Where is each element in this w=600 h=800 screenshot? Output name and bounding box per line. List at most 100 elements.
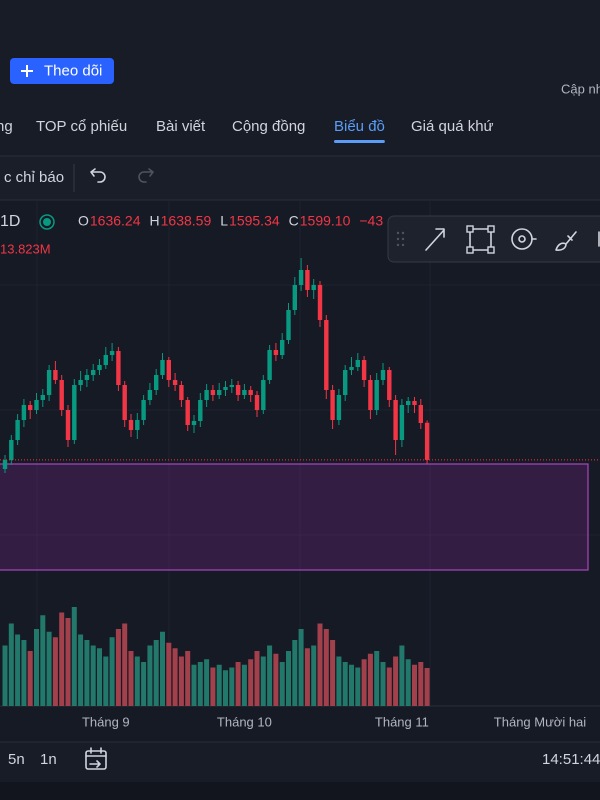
tab[interactable]: Cộng đồng bbox=[232, 118, 305, 135]
candle-body bbox=[59, 380, 64, 410]
candle-body bbox=[210, 390, 216, 395]
volume-bar bbox=[254, 651, 260, 706]
candle-body bbox=[317, 285, 323, 320]
volume-bar bbox=[304, 648, 310, 706]
candle-body bbox=[78, 380, 83, 385]
candle-body bbox=[298, 270, 304, 285]
drag-handle[interactable] bbox=[396, 231, 405, 247]
candle-body bbox=[412, 401, 417, 405]
candle-body bbox=[204, 390, 209, 400]
candle-body bbox=[28, 405, 33, 410]
drawn-rectangle[interactable] bbox=[0, 463, 589, 571]
range-button[interactable]: 1n bbox=[40, 751, 57, 768]
tab[interactable]: Biểu đồ bbox=[334, 118, 385, 135]
candle-body bbox=[53, 370, 58, 380]
volume-bar bbox=[210, 667, 216, 706]
candle-body bbox=[46, 370, 52, 395]
range-button[interactable]: 5n bbox=[8, 751, 25, 768]
candle-body bbox=[2, 460, 8, 469]
candle-body bbox=[406, 401, 411, 405]
volume-bar bbox=[342, 662, 348, 706]
candle-body bbox=[128, 420, 134, 430]
candle-body bbox=[223, 387, 228, 390]
candle-body bbox=[34, 400, 39, 410]
volume-bar bbox=[153, 640, 159, 706]
volume-bar bbox=[386, 667, 392, 706]
candle-body bbox=[305, 270, 310, 290]
range-buttons: 5n 1n bbox=[8, 751, 57, 768]
volume-bar bbox=[2, 645, 8, 706]
volume-legend: 13.823M bbox=[0, 241, 51, 256]
indicators-button[interactable]: c chỉ báo bbox=[4, 169, 64, 186]
candle-body bbox=[166, 360, 171, 380]
button-label: Theo dõi bbox=[44, 62, 102, 79]
volume-bar bbox=[109, 637, 115, 706]
volume-bar bbox=[424, 667, 430, 706]
candle-body bbox=[424, 422, 430, 460]
volume-bar bbox=[8, 623, 14, 706]
volume-bar bbox=[128, 651, 134, 706]
volume-bar bbox=[223, 670, 228, 706]
active-tab-underline bbox=[334, 140, 385, 143]
tab[interactable]: Bài viết bbox=[156, 118, 206, 135]
volume-bar bbox=[191, 664, 197, 706]
candle-body bbox=[179, 385, 184, 400]
candle-body bbox=[368, 380, 373, 410]
volume-bar bbox=[374, 651, 380, 706]
volume-bar bbox=[84, 640, 90, 706]
candle-body bbox=[349, 367, 354, 370]
candle-body bbox=[97, 365, 102, 370]
redo-icon[interactable] bbox=[138, 168, 154, 183]
tab[interactable]: ng bbox=[0, 118, 13, 135]
volume-bar bbox=[336, 656, 342, 706]
candle-body bbox=[330, 390, 335, 420]
tab[interactable]: TOP cổ phiếu bbox=[36, 118, 127, 135]
candle-body bbox=[292, 285, 297, 310]
drawing-toolbar-bg bbox=[387, 215, 600, 263]
follow-button[interactable]: Theo dõi bbox=[10, 58, 114, 84]
date-range-icon[interactable] bbox=[85, 747, 107, 770]
candle-body bbox=[172, 380, 178, 385]
legend-value: 1638.59 bbox=[161, 213, 212, 229]
volume-bar bbox=[292, 640, 298, 706]
candle-body bbox=[154, 375, 159, 390]
candle-body bbox=[418, 405, 423, 423]
status-icon bbox=[39, 214, 55, 230]
rectangle-tool[interactable] bbox=[466, 225, 495, 254]
plus-icon bbox=[21, 65, 33, 77]
x-tick-label: Tháng 9 bbox=[82, 714, 130, 729]
volume-bar bbox=[204, 659, 210, 706]
target-tool[interactable] bbox=[511, 228, 537, 250]
volume-bar bbox=[78, 634, 84, 706]
volume-bar bbox=[134, 656, 140, 706]
tabs: ng TOP cổ phiếu Bài viết Cộng đồng Biểu đồ Gi… bbox=[0, 118, 494, 143]
volume-bar bbox=[380, 662, 386, 706]
volume-bar bbox=[317, 623, 323, 706]
candle-body bbox=[141, 400, 146, 420]
candle-body bbox=[109, 351, 115, 355]
volume-bar bbox=[141, 662, 147, 706]
arrow-tool[interactable] bbox=[425, 228, 445, 251]
tab[interactable]: Giá quá khứ bbox=[411, 118, 494, 135]
volume-bar bbox=[59, 612, 65, 706]
legend-change: −43 bbox=[359, 213, 383, 229]
volume-bar bbox=[286, 651, 291, 706]
volume-bar bbox=[166, 642, 172, 706]
legend-value: 1636.24 bbox=[90, 213, 141, 229]
undo-icon[interactable] bbox=[90, 168, 106, 183]
candle-body bbox=[191, 421, 197, 425]
volume-bar bbox=[103, 656, 109, 706]
candle-body bbox=[311, 285, 316, 290]
drawing-toolbar bbox=[387, 215, 600, 263]
volume-bar bbox=[172, 648, 178, 706]
volume-bar bbox=[241, 664, 247, 706]
volume-bar bbox=[267, 645, 273, 706]
toolbar-bg bbox=[0, 156, 600, 200]
volume-bar bbox=[27, 651, 33, 706]
brush-tool[interactable] bbox=[555, 231, 577, 251]
footer-bg bbox=[0, 782, 600, 800]
update-text: Cập nh bbox=[561, 81, 600, 96]
candle-body bbox=[374, 380, 379, 410]
legend-key: L bbox=[220, 213, 228, 229]
